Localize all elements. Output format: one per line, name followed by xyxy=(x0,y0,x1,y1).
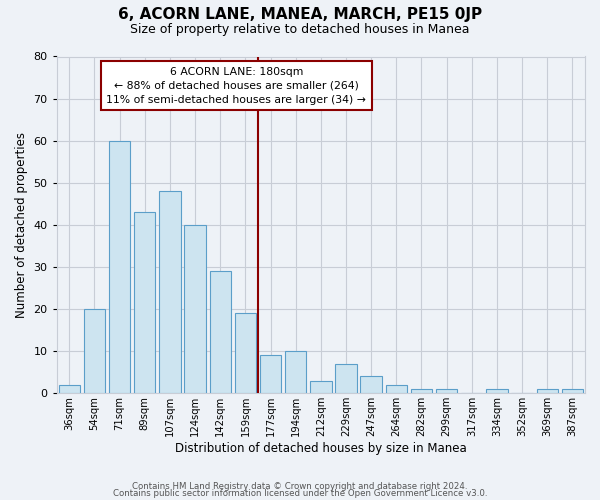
Text: Size of property relative to detached houses in Manea: Size of property relative to detached ho… xyxy=(130,22,470,36)
Bar xyxy=(84,309,105,394)
Bar xyxy=(184,225,206,394)
Bar xyxy=(310,380,332,394)
Bar xyxy=(109,140,130,394)
Text: Contains HM Land Registry data © Crown copyright and database right 2024.: Contains HM Land Registry data © Crown c… xyxy=(132,482,468,491)
Bar xyxy=(209,271,231,394)
Bar xyxy=(235,314,256,394)
Text: 6, ACORN LANE, MANEA, MARCH, PE15 0JP: 6, ACORN LANE, MANEA, MARCH, PE15 0JP xyxy=(118,8,482,22)
Bar xyxy=(436,389,457,394)
Bar xyxy=(335,364,357,394)
Bar xyxy=(134,212,155,394)
Bar xyxy=(411,389,432,394)
Bar xyxy=(536,389,558,394)
Bar xyxy=(386,385,407,394)
Bar xyxy=(562,389,583,394)
Text: Contains public sector information licensed under the Open Government Licence v3: Contains public sector information licen… xyxy=(113,490,487,498)
Text: 6 ACORN LANE: 180sqm
← 88% of detached houses are smaller (264)
11% of semi-deta: 6 ACORN LANE: 180sqm ← 88% of detached h… xyxy=(106,66,366,104)
Y-axis label: Number of detached properties: Number of detached properties xyxy=(15,132,28,318)
Bar xyxy=(486,389,508,394)
X-axis label: Distribution of detached houses by size in Manea: Distribution of detached houses by size … xyxy=(175,442,467,455)
Bar xyxy=(159,191,181,394)
Bar xyxy=(285,351,307,394)
Bar xyxy=(59,385,80,394)
Bar xyxy=(361,376,382,394)
Bar xyxy=(260,356,281,394)
